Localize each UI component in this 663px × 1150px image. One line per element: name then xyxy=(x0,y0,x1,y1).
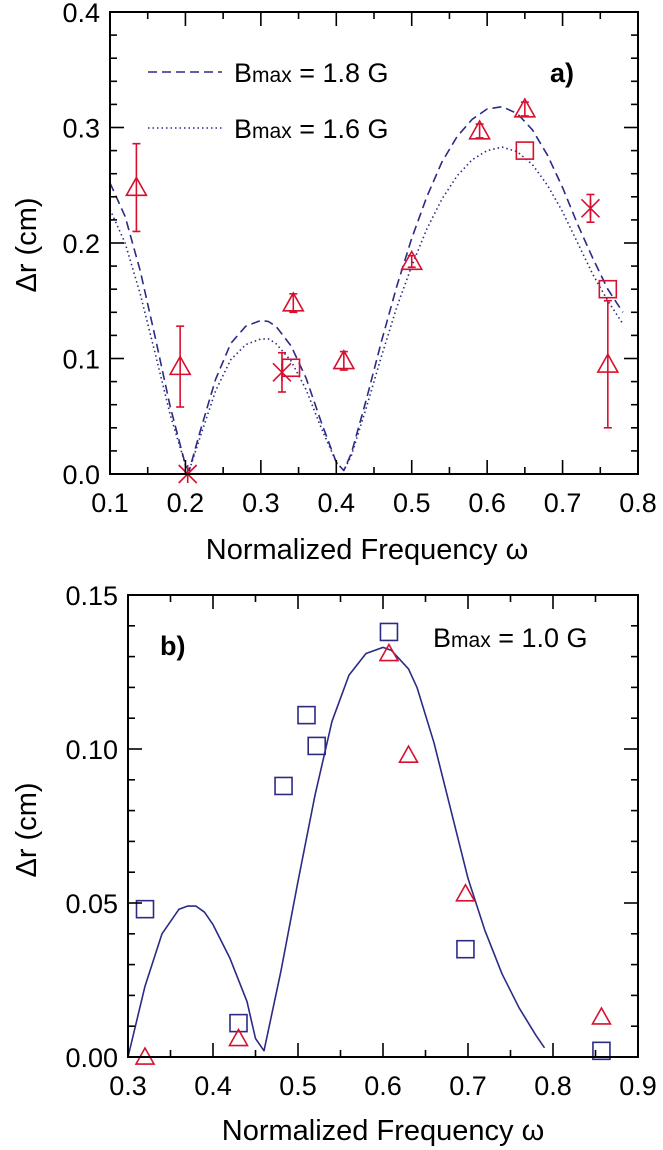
x-tick-label: 0.6 xyxy=(364,1071,402,1101)
y-tick-label: 0.05 xyxy=(65,889,118,919)
panel-a-label: a) xyxy=(550,58,574,88)
x-tick-label: 0.3 xyxy=(109,1071,147,1101)
triangle-marker xyxy=(168,354,192,376)
triangle-marker xyxy=(596,352,620,373)
y-tick-label: 0.4 xyxy=(62,0,100,28)
square-marker xyxy=(274,776,293,796)
triangle-marker xyxy=(400,249,424,271)
x-tick-label: 0.2 xyxy=(167,488,205,518)
triangle-marker xyxy=(228,1027,249,1047)
y-tick-label: 0.2 xyxy=(62,229,100,259)
series-line-1 xyxy=(127,646,546,1058)
square-marker xyxy=(456,939,475,959)
triangle-marker xyxy=(332,349,356,370)
square-marker xyxy=(598,279,618,299)
triangle-marker xyxy=(378,642,400,662)
panel-b-tick-labels: 0.3 0.4 0.5 0.6 0.7 0.8 0.9 0.00 0.05 0.10 0.15 xyxy=(65,581,656,1101)
y-tick-label: 0.10 xyxy=(65,735,118,765)
x-tick-label: 0.7 xyxy=(449,1071,487,1101)
x-tick-label: 0.8 xyxy=(534,1071,572,1101)
x-tick-label: 0.1 xyxy=(91,488,129,518)
x-tick-label: 0.4 xyxy=(194,1071,232,1101)
y-tick-label: 0.15 xyxy=(65,581,118,611)
asterisk-marker xyxy=(580,198,601,218)
panel-a-tick-labels: 0.1 0.2 0.3 0.4 0.5 0.6 0.7 0.80.00.10.20.30.4 xyxy=(62,0,656,518)
legend-a-label-2: Bmax = 1.6 G xyxy=(234,114,389,144)
square-marker xyxy=(307,736,327,756)
panel-a-curves xyxy=(109,105,624,472)
panel-a-markers xyxy=(125,97,620,484)
y-tick-label: 0.00 xyxy=(65,1043,118,1073)
asterisk-marker xyxy=(272,362,292,382)
panel-b-y-axis-title: Δr (cm) xyxy=(11,782,43,877)
y-tick-label: 0.0 xyxy=(62,460,100,490)
legend-b-label-1: Bmax = 1.0 G xyxy=(433,623,588,653)
triangle-marker xyxy=(281,291,305,312)
triangle-marker xyxy=(513,97,537,118)
panel-a-legend: Bmax = 1.8 G Bmax = 1.6 G xyxy=(148,58,389,144)
panel-b-curves xyxy=(127,646,546,1058)
square-marker xyxy=(135,899,155,919)
series-line-1 xyxy=(109,105,624,472)
y-tick-label: 0.3 xyxy=(62,114,100,144)
panel-b-plot-frame xyxy=(127,594,639,1058)
y-tick-label: 0.1 xyxy=(62,345,100,375)
square-marker xyxy=(297,705,316,725)
legend-a-label-1: Bmax = 1.8 G xyxy=(234,58,389,88)
square-marker xyxy=(592,1041,611,1061)
triangle-marker xyxy=(455,883,476,902)
square-marker xyxy=(515,141,535,160)
triangle-marker xyxy=(125,175,148,197)
square-marker xyxy=(379,622,399,642)
panel-b-label: b) xyxy=(160,631,185,661)
panel-a-y-axis-title: Δr (cm) xyxy=(11,197,43,292)
triangle-marker xyxy=(468,119,491,140)
triangle-marker xyxy=(398,744,419,763)
x-tick-label: 0.5 xyxy=(279,1071,317,1101)
square-marker xyxy=(229,1013,248,1033)
panel-a-x-axis-title: Normalized Frequency ω xyxy=(206,534,528,566)
x-tick-label: 0.7 xyxy=(544,488,582,518)
x-tick-label: 0.9 xyxy=(619,1071,657,1101)
x-tick-label: 0.5 xyxy=(393,488,431,518)
panel-b-legend: Bmax = 1.0 G xyxy=(433,623,588,653)
triangle-marker xyxy=(591,1006,612,1025)
x-tick-label: 0.6 xyxy=(468,488,506,518)
x-tick-label: 0.3 xyxy=(242,488,280,518)
panel-a-plot-frame xyxy=(109,11,639,475)
x-tick-label: 0.4 xyxy=(318,488,356,518)
x-tick-label: 0.8 xyxy=(619,488,657,518)
panel-a: 0.1 0.2 0.3 0.4 0.5 0.6 0.7 0.80.00.10.20.30.4 … xyxy=(11,0,657,566)
panel-b-ticks xyxy=(127,594,639,1058)
panel-b: 0.3 0.4 0.5 0.6 0.7 0.8 0.9 0.00 0.05 0.10 0.15 b)… xyxy=(11,581,657,1147)
panel-b-markers xyxy=(134,622,612,1065)
panel-b-x-axis-title: Normalized Frequency ω xyxy=(222,1115,544,1147)
series-line-2 xyxy=(109,146,624,472)
